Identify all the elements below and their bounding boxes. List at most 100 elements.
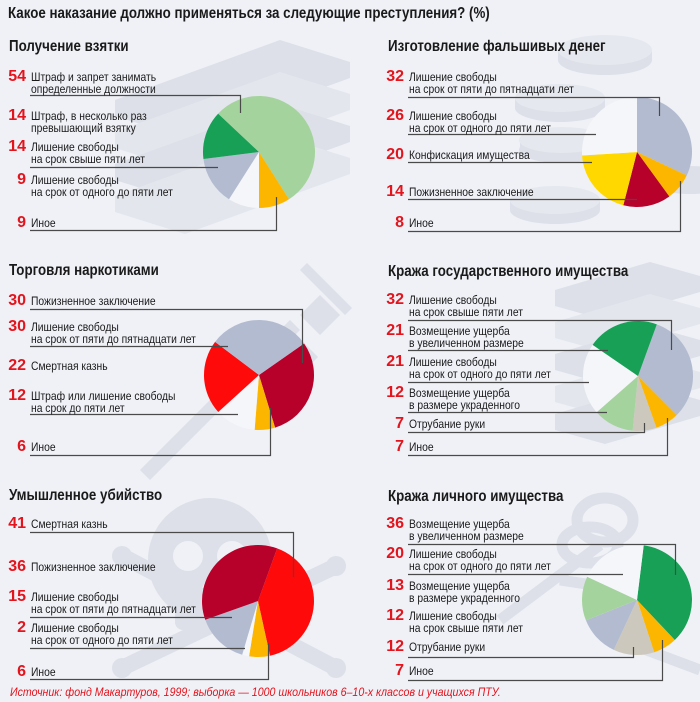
label-line: на срок до пяти лет [31, 401, 125, 415]
label-line: на срок свыше пяти лет [31, 152, 145, 166]
label-line: на срок от одного до пяти лет [31, 633, 173, 647]
value-label: 30 [8, 318, 26, 335]
section-title-counterfeit: Изготовление фальшивых денег [388, 38, 606, 55]
pie-slice [638, 324, 693, 416]
label-line: на срок свыше пяти лет [409, 305, 523, 319]
pie-slice [623, 152, 670, 208]
label-line: Штраф и запрет занимать [31, 70, 157, 84]
pie-slice [218, 95, 316, 200]
pie-slice [202, 113, 259, 160]
label-line: Конфискация имущества [409, 148, 530, 162]
leader-line [408, 319, 673, 350]
value-label: 6 [17, 663, 26, 680]
value-label: 20 [386, 545, 404, 562]
leader-line [408, 423, 646, 434]
section-title-murder: Умышленное убийство [9, 487, 163, 504]
label-line: в размере украденного [409, 398, 520, 412]
label-line: Отрубание руки [409, 640, 486, 654]
value-label: 21 [386, 322, 404, 339]
section-title-drug-trafficking: Торговля наркотиками [9, 262, 159, 279]
pie-slice [592, 321, 657, 376]
label-line: Возмещение ущерба [409, 324, 510, 338]
value-label: 54 [8, 68, 26, 85]
label-line: Иное [409, 664, 434, 678]
pie-slice [259, 152, 290, 208]
leader-line [30, 408, 272, 457]
pie-slice [585, 600, 637, 650]
pie-slice [596, 376, 638, 431]
label-line: Лишение свободы [31, 320, 119, 334]
source-note: Источник: фонд Макартуров, 1999; выборка… [10, 685, 501, 699]
pie-slice [582, 97, 637, 156]
pie-slice [632, 376, 657, 432]
label-line: Штраф, в несколько раз [31, 109, 147, 123]
label-line: Лишение свободы [409, 355, 497, 369]
label-line: Штраф или лишение свободы [31, 389, 176, 403]
label-line: на срок свыше пяти лет [409, 621, 523, 635]
value-label: 30 [8, 292, 26, 309]
leader-line [30, 94, 242, 113]
leader-line [408, 181, 682, 233]
pie-chart-counterfeit [582, 97, 693, 208]
pie-slice [587, 545, 644, 600]
value-label: 32 [386, 68, 404, 85]
pie-chart-state-property-theft [583, 321, 693, 432]
pie-slice [215, 320, 305, 375]
label-line: на срок от пяти до пятнадцати лет [31, 332, 196, 346]
pie-slice [637, 152, 687, 197]
label-line: Смертная казнь [31, 359, 108, 373]
label-line: в размере украденного [409, 591, 520, 605]
pie-slice [583, 344, 638, 413]
value-label: 9 [17, 171, 26, 188]
label-line: Лишение свободы [31, 621, 119, 635]
label-line: Лишение свободы [31, 173, 119, 187]
value-label: 14 [8, 138, 26, 155]
pie-chart-personal-property-theft [581, 545, 692, 656]
pie-slice [242, 601, 258, 657]
leader-line [408, 418, 669, 457]
pie-slice [637, 97, 693, 176]
value-label: 22 [8, 357, 26, 374]
leader-line [30, 531, 295, 577]
label-line: на срок от одного до пяти лет [409, 367, 551, 381]
pie-slice [228, 152, 259, 208]
label-line: Смертная казнь [31, 517, 108, 531]
pie-slice [582, 152, 637, 206]
label-line: Возмещение ущерба [409, 517, 510, 531]
section-title-personal-property-theft: Кража личного имущества [388, 488, 564, 505]
pie-slice [258, 548, 314, 656]
label-line: Иное [409, 440, 434, 454]
value-label: 20 [386, 146, 404, 163]
pie-slice [204, 341, 259, 412]
label-line: Иное [409, 216, 434, 230]
leader-line [30, 308, 304, 363]
leader-line [30, 643, 270, 681]
label-line: на срок от пяти до пятнадцати лет [31, 602, 196, 616]
label-line: на срок от одного до пяти лет [409, 559, 551, 573]
leader-line [30, 197, 278, 232]
label-line: Лишение свободы [409, 70, 497, 84]
value-label: 12 [386, 384, 404, 401]
value-label: 8 [395, 214, 404, 231]
value-label: 12 [8, 387, 26, 404]
pie-chart-bribery [202, 95, 316, 208]
value-label: 36 [386, 515, 404, 532]
pie-slice [201, 545, 278, 620]
label-line: Лишение свободы [409, 109, 497, 123]
label-line: в увеличенном размере [409, 336, 524, 350]
label-line: превышающий взятку [31, 121, 136, 135]
pie-slice [218, 375, 259, 430]
pie-slice [638, 376, 677, 428]
label-line: на срок от одного до пяти лет [31, 185, 173, 199]
value-label: 14 [386, 183, 404, 200]
label-line: Лишение свободы [409, 547, 497, 561]
label-line: Иное [31, 665, 56, 679]
value-label: 14 [8, 107, 26, 124]
label-line: Пожизненное заключение [31, 294, 156, 308]
value-label: 15 [8, 588, 26, 605]
value-label: 9 [17, 214, 26, 231]
pie-slice [205, 601, 258, 655]
label-line: Отрубание руки [409, 417, 486, 431]
label-line: Лишение свободы [31, 590, 119, 604]
value-label: 32 [386, 291, 404, 308]
